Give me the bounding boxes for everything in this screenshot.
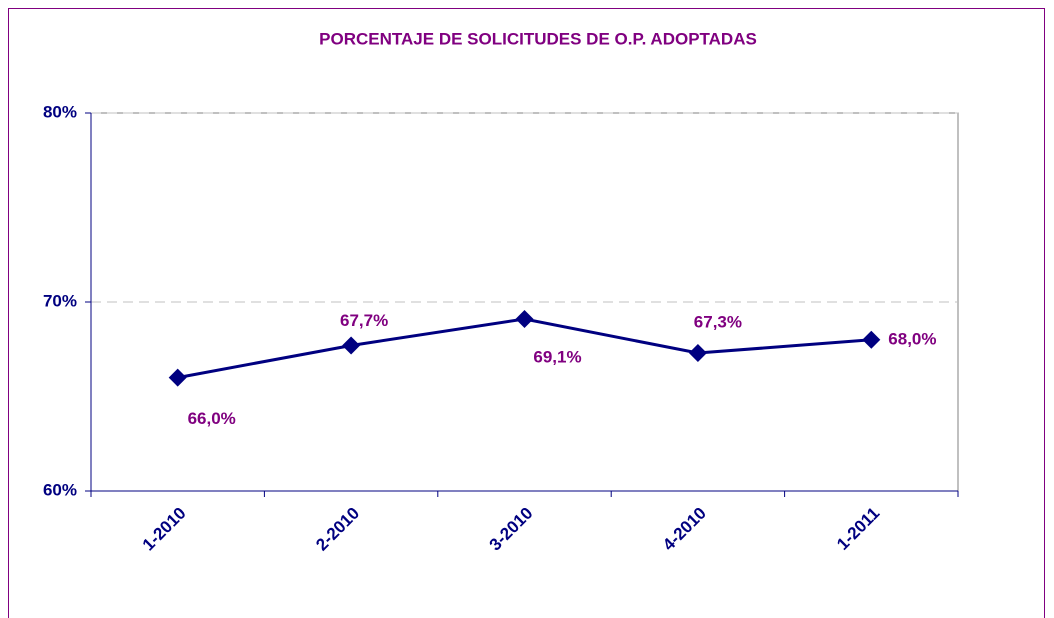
- data-label: 69,1%: [533, 347, 581, 366]
- chart-title: PORCENTAJE DE SOLICITUDES DE O.P. ADOPTA…: [319, 29, 757, 48]
- data-label: 66,0%: [188, 409, 236, 428]
- data-label: 67,3%: [694, 313, 742, 332]
- data-label: 67,7%: [340, 311, 388, 330]
- marker: [688, 344, 707, 363]
- y-tick-label: 60%: [43, 480, 77, 499]
- y-tick-label: 70%: [43, 291, 77, 310]
- marker: [515, 310, 534, 329]
- y-tick-label: 80%: [43, 102, 77, 121]
- marker: [168, 368, 187, 387]
- data-label: 68,0%: [888, 329, 936, 348]
- marker: [862, 330, 881, 349]
- marker: [342, 336, 361, 355]
